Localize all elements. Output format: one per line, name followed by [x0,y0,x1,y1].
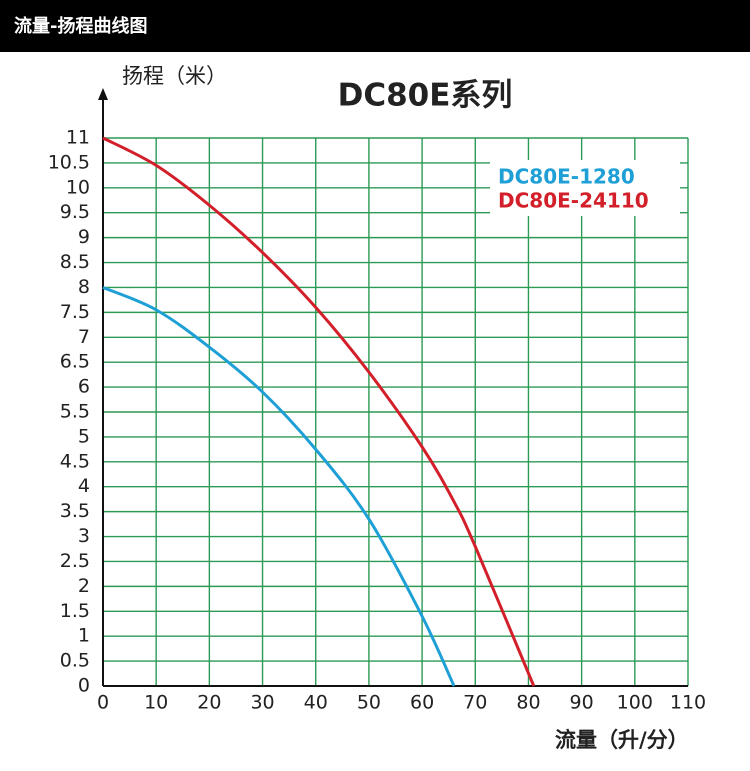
x-tick-label: 60 [410,692,434,714]
y-tick-label: 4.5 [60,450,90,472]
legend-label: DC80E-24110 [498,189,649,213]
x-tick-label: 0 [97,692,109,714]
series-line [102,286,456,687]
y-tick-label: 1 [78,625,90,647]
chart-title: DC80E系列 [338,78,513,114]
x-tick-label: 80 [516,692,540,714]
y-axis-label: 扬程（米） [122,64,227,88]
x-tick-label: 90 [570,692,594,714]
y-tick-label: 0 [78,675,90,697]
x-tick-label: 110 [670,692,706,714]
y-tick-label: 8 [78,276,90,298]
y-tick-label: 3 [78,525,90,547]
y-tick-label: 10 [66,176,90,198]
x-tick-label: 70 [463,692,487,714]
y-tick-label: 4 [78,475,90,497]
x-tick-label: 20 [197,692,221,714]
y-tick-label: 5 [78,425,90,447]
header-bar [0,0,750,52]
y-tick-label: 2 [78,575,90,597]
series-line [102,136,536,687]
y-tick-label: 11 [66,127,90,149]
y-tick-label: 6.5 [60,351,90,373]
y-tick-label: 7.5 [60,301,90,323]
y-tick-label: 1.5 [60,600,90,622]
y-tick-label: 0.5 [60,650,90,672]
header-title: 流量-扬程曲线图 [14,15,147,37]
y-tick-label: 10.5 [48,151,90,173]
legend-box [490,160,680,216]
x-tick-label: 30 [250,692,274,714]
x-tick-label: 10 [144,692,168,714]
y-tick-label: 3.5 [60,500,90,522]
y-tick-label: 9.5 [60,201,90,223]
x-axis-label: 流量（升/分） [555,728,689,752]
x-tick-label: 40 [304,692,328,714]
y-tick-label: 9 [78,226,90,248]
y-tick-label: 6 [78,376,90,398]
y-tick-label: 8.5 [60,251,90,273]
x-tick-label: 100 [617,692,653,714]
y-tick-label: 5.5 [60,401,90,423]
legend-label: DC80E-1280 [498,165,635,189]
y-tick-label: 2.5 [60,550,90,572]
y-tick-label: 7 [78,326,90,348]
y-axis-arrow [98,88,108,100]
x-tick-label: 50 [357,692,381,714]
